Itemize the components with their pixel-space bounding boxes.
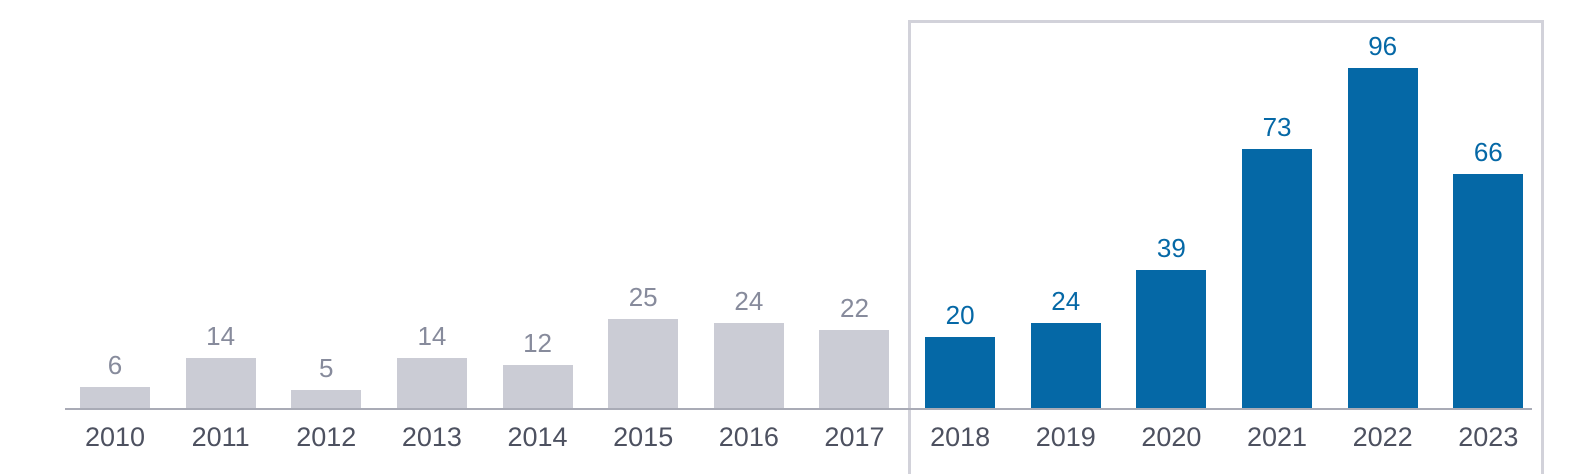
value-label-2020: 39 (1156, 233, 1186, 263)
bar-2012 (291, 390, 362, 408)
value-label-2022: 96 (1368, 31, 1398, 61)
x-axis-line (65, 408, 1532, 410)
highlight-box (908, 20, 1544, 474)
value-label-2014: 12 (523, 328, 552, 358)
year-label-2022: 2022 (1352, 422, 1413, 452)
bar-2022 (1347, 68, 1418, 408)
bar-2019 (1030, 323, 1101, 408)
bar-2021 (1242, 149, 1313, 408)
year-label-2016: 2016 (718, 422, 779, 452)
year-label-2018: 2018 (930, 422, 991, 452)
year-label-2014: 2014 (507, 422, 568, 452)
value-label-2021: 73 (1262, 112, 1292, 142)
year-label-2013: 2013 (401, 422, 462, 452)
value-label-2018: 20 (945, 300, 975, 330)
year-label-2019: 2019 (1035, 422, 1096, 452)
bar-2010 (80, 387, 150, 408)
year-label-2015: 2015 (613, 422, 674, 452)
value-label-2011: 14 (206, 321, 236, 351)
year-label-2010: 2010 (84, 422, 146, 452)
bar-2018 (925, 337, 996, 408)
value-label-2015: 25 (628, 282, 658, 312)
bar-2016 (713, 323, 784, 408)
value-label-2023: 66 (1473, 137, 1503, 167)
year-label-2011: 2011 (191, 422, 250, 452)
bar-2015 (608, 319, 679, 408)
year-label-2017: 2017 (824, 422, 885, 452)
value-label-2016: 24 (734, 286, 764, 316)
value-label-2019: 24 (1051, 286, 1081, 316)
year-label-2020: 2020 (1141, 422, 1202, 452)
value-label-2013: 14 (417, 321, 447, 351)
bar-2011 (185, 358, 256, 408)
bar-2013 (396, 358, 467, 408)
bar-2014 (502, 365, 573, 408)
bar-2020 (1136, 270, 1207, 408)
value-label-2012: 5 (319, 353, 334, 383)
bar-2017 (819, 330, 890, 408)
value-label-2010: 6 (107, 350, 123, 380)
year-label-2021: 2021 (1246, 422, 1308, 452)
year-label-2023: 2023 (1458, 422, 1519, 452)
value-label-2017: 22 (840, 293, 869, 323)
year-label-2012: 2012 (296, 422, 357, 452)
bar-2023 (1453, 174, 1524, 408)
